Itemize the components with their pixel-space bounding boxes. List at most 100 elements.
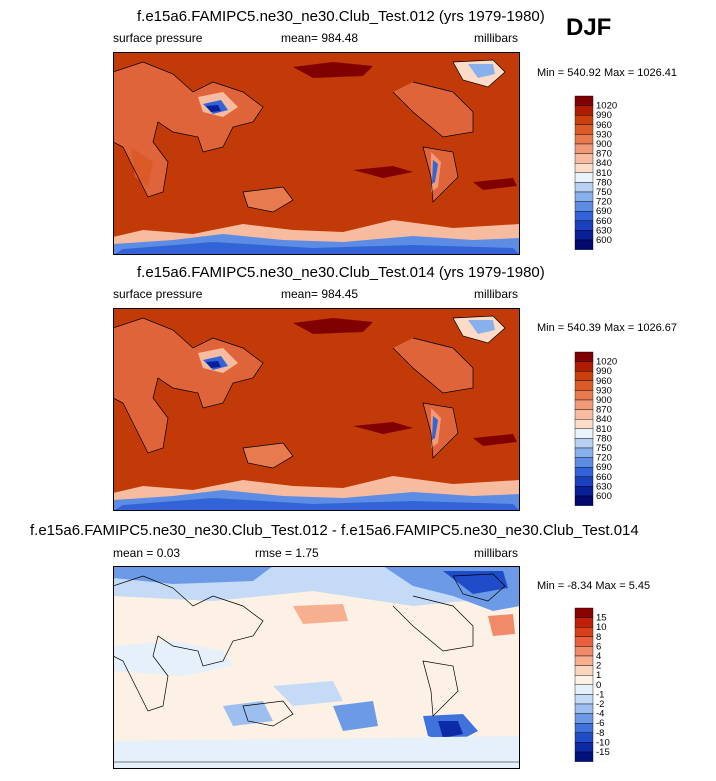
colorbar-swatch	[574, 466, 594, 477]
colorbar-swatch	[574, 694, 594, 705]
colorbar-swatch	[574, 105, 594, 116]
panel2-title: f.e15a6.FAMIPC5.ne30_ne30.Club_Test.014 …	[137, 264, 545, 281]
colorbar-tick-label: 660	[596, 216, 612, 227]
panel3-minmax: Min = -8.34 Max = 5.45	[537, 580, 651, 592]
colorbar-swatch	[574, 351, 594, 362]
colorbar-tick-label: 600	[596, 235, 612, 246]
panel2-map	[113, 308, 520, 511]
colorbar-tick-label: -4	[596, 709, 604, 720]
colorbar-tick-label: -15	[596, 747, 610, 758]
panel1-title: f.e15a6.FAMIPC5.ne30_ne30.Club_Test.012 …	[137, 8, 545, 25]
colorbar-swatch	[574, 172, 594, 183]
colorbar-tick-label: 0	[596, 680, 601, 691]
panel1-units-label: millibars	[474, 31, 519, 45]
panel1-variable-label: surface pressure	[113, 31, 203, 45]
colorbar-swatch	[574, 438, 594, 449]
panel2-variable-label: surface pressure	[113, 287, 203, 301]
colorbar-swatch	[574, 495, 594, 506]
panel3-units-label: millibars	[474, 546, 519, 560]
colorbar-swatch	[574, 646, 594, 657]
colorbar-swatch	[574, 95, 594, 106]
colorbar-tick-label: 660	[596, 472, 612, 483]
colorbar-swatch	[574, 134, 594, 145]
colorbar-tick-label: 630	[596, 225, 612, 236]
panel3-map	[113, 566, 520, 769]
colorbar-swatch	[574, 380, 594, 391]
colorbar-tick-label: 8	[596, 632, 601, 643]
colorbar-swatch	[574, 703, 594, 714]
colorbar-tick-label: 990	[596, 110, 612, 121]
season-label: DJF	[566, 14, 612, 41]
panel1-colorbar: 1020990960930900870840810780750720690660…	[574, 95, 617, 250]
colorbar-tick-label: 930	[596, 129, 612, 140]
colorbar-swatch	[574, 476, 594, 487]
colorbar-tick-label: 690	[596, 206, 612, 217]
colorbar-tick-label: -1	[596, 689, 604, 700]
colorbar-tick-label: 720	[596, 197, 612, 208]
colorbar-swatch	[574, 361, 594, 372]
colorbar-tick-label: 900	[596, 139, 612, 150]
colorbar-swatch	[574, 115, 594, 126]
colorbar-tick-label: 840	[596, 158, 612, 169]
colorbar-swatch	[574, 124, 594, 135]
colorbar-tick-label: 15	[596, 613, 607, 624]
colorbar-swatch	[574, 143, 594, 154]
colorbar-swatch	[574, 636, 594, 647]
colorbar-swatch	[574, 607, 594, 618]
colorbar-tick-label: 870	[596, 405, 612, 416]
colorbar-tick-label: 960	[596, 376, 612, 387]
panel1-minmax: Min = 540.92 Max = 1026.41	[537, 67, 678, 79]
panel3-title: f.e15a6.FAMIPC5.ne30_ne30.Club_Test.012 …	[30, 522, 639, 539]
colorbar-tick-label: -10	[596, 737, 610, 748]
colorbar-swatch	[574, 201, 594, 212]
colorbar-swatch	[574, 655, 594, 666]
colorbar-swatch	[574, 418, 594, 429]
colorbar-swatch	[574, 162, 594, 173]
colorbar-swatch	[574, 732, 594, 743]
panel3-rmse-label: rmse = 1.75	[255, 546, 319, 560]
colorbar-swatch	[574, 409, 594, 420]
colorbar-swatch	[574, 486, 594, 497]
colorbar-tick-label: 1020	[596, 101, 617, 112]
colorbar-swatch	[574, 239, 594, 250]
colorbar-swatch	[574, 457, 594, 468]
colorbar-swatch	[574, 399, 594, 410]
colorbar-tick-label: 1	[596, 670, 601, 681]
colorbar-swatch	[574, 220, 594, 231]
colorbar-tick-label: 780	[596, 177, 612, 188]
colorbar-swatch	[574, 210, 594, 221]
colorbar-swatch	[574, 713, 594, 724]
colorbar-swatch	[574, 751, 594, 762]
colorbar-tick-label: 960	[596, 120, 612, 131]
colorbar-swatch	[574, 371, 594, 382]
colorbar-swatch	[574, 390, 594, 401]
colorbar-tick-label: 750	[596, 187, 612, 198]
colorbar-tick-label: 810	[596, 168, 612, 179]
colorbar-swatch	[574, 684, 594, 695]
colorbar-tick-label: 900	[596, 395, 612, 406]
panel2-units-label: millibars	[474, 287, 519, 301]
colorbar-swatch	[574, 665, 594, 676]
colorbar-tick-label: 870	[596, 149, 612, 160]
colorbar-tick-label: -6	[596, 718, 604, 729]
colorbar-tick-label: 2	[596, 661, 601, 672]
colorbar-tick-label: 810	[596, 424, 612, 435]
colorbar-tick-label: 930	[596, 385, 612, 396]
colorbar-swatch	[574, 722, 594, 733]
colorbar-tick-label: 990	[596, 366, 612, 377]
colorbar-swatch	[574, 230, 594, 241]
panel1-mean-label: mean= 984.48	[281, 31, 359, 45]
panel2-minmax: Min = 540.39 Max = 1026.67	[537, 322, 678, 334]
colorbar-tick-label: -2	[596, 699, 604, 710]
colorbar-tick-label: 6	[596, 641, 601, 652]
colorbar-swatch	[574, 182, 594, 193]
colorbar-tick-label: 840	[596, 414, 612, 425]
colorbar-swatch	[574, 674, 594, 685]
panel2-colorbar: 1020990960930900870840810780750720690660…	[574, 351, 617, 506]
colorbar-swatch	[574, 153, 594, 164]
colorbar-swatch	[574, 447, 594, 458]
colorbar-tick-label: 10	[596, 622, 607, 633]
colorbar-tick-label: 4	[596, 651, 601, 662]
colorbar-tick-label: 600	[596, 491, 612, 502]
